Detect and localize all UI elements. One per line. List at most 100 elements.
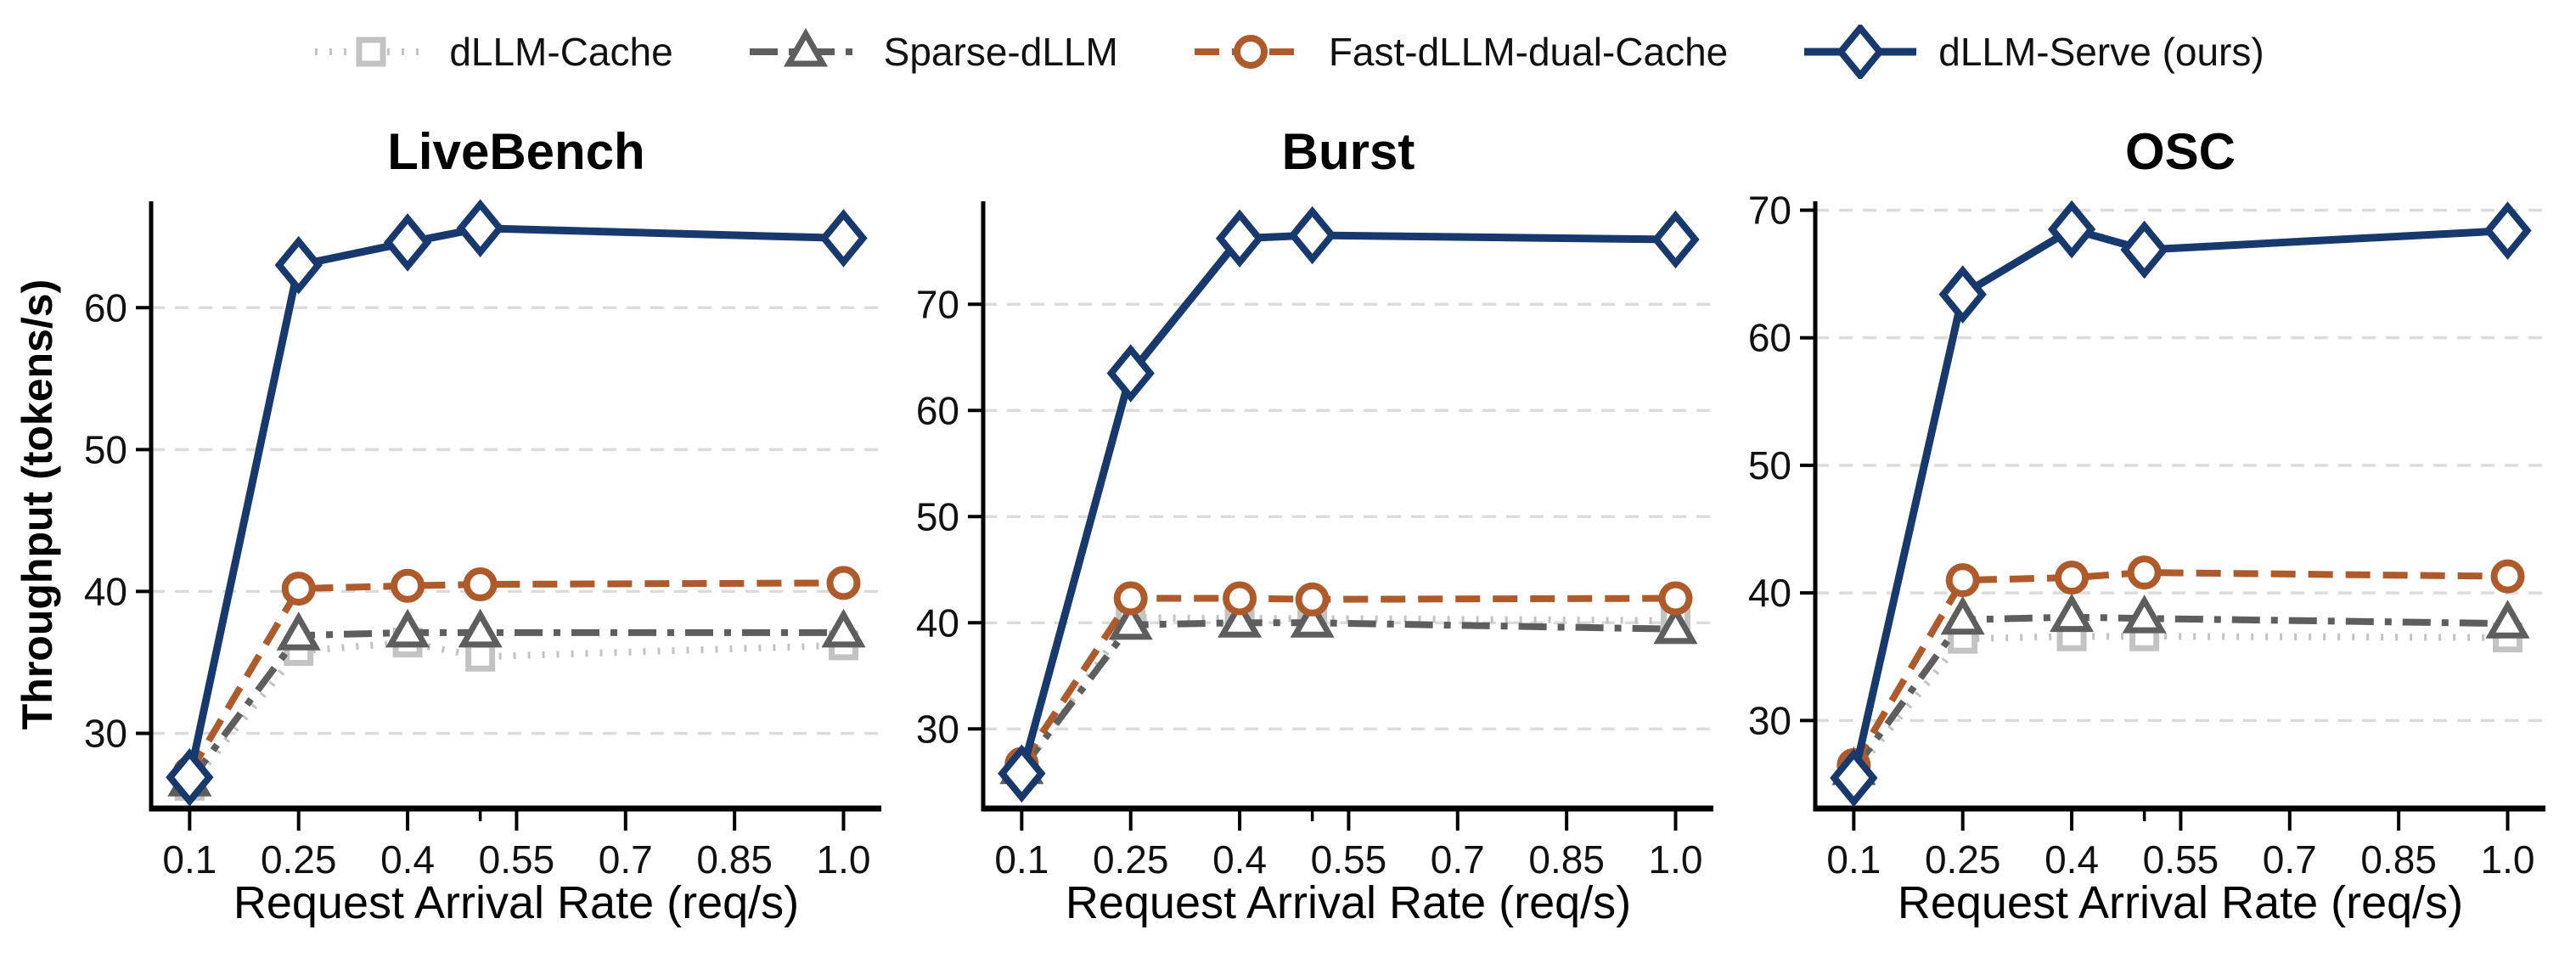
series-line-circle [186, 579, 844, 775]
panel-osc: 30 40 50 60 70 0.1 0.25 0.4 0.55 0.7 0.85 1.0 [1748, 189, 2545, 882]
triangle-marker-icon [2485, 600, 2530, 639]
xlabel-burst: Request Arrival Rate (req/s) [1065, 877, 1632, 928]
diamond-marker-icon [1938, 265, 1987, 324]
x-tick-label: 0.25 [261, 837, 337, 882]
circle-marker-icon [391, 568, 425, 603]
legend-item-fast-dllm-dual-cache: Fast-dLLM-dual-Cache [1191, 25, 1728, 79]
y-tick-label: 30 [916, 707, 959, 751]
triangle-marker-icon [821, 608, 866, 648]
legend-item-sparse-dllm: Sparse-dLLM [746, 25, 1118, 79]
y-tick-label: 30 [84, 711, 127, 755]
diamond-marker-icon [166, 747, 214, 807]
legend-item-dllm-serve: dLLM-Serve (ours) [1801, 25, 2264, 79]
diamond-marker-icon [456, 199, 504, 258]
legend-label: dLLM-Cache [449, 30, 673, 74]
x-tick-label: 0.55 [2143, 837, 2219, 882]
diamond-marker-icon [2483, 201, 2532, 260]
legend: dLLM-Cache Sparse-dLLM Fast-dLLM-dual-Ca… [0, 14, 2576, 90]
circle-marker-icon [1945, 563, 1980, 598]
x-tick-label: 0.7 [2263, 837, 2317, 882]
legend-item-dllm-cache: dLLM-Cache [312, 25, 673, 79]
legend-label: dLLM-Serve (ours) [1938, 30, 2264, 74]
triangle-marker-icon [276, 611, 321, 651]
panel-title-livebench: LiveBench [387, 123, 645, 180]
diamond-marker-icon [2047, 200, 2096, 259]
diamond-marker-icon [1830, 748, 1878, 808]
circle-marker-icon [1113, 581, 1148, 616]
x-tick-label: 0.1 [994, 837, 1049, 882]
series-line-square [1019, 614, 1676, 774]
legend-label: Fast-dLLM-dual-Cache [1328, 30, 1729, 74]
diamond-marker-icon [1836, 25, 1885, 79]
y-tick-label: 70 [916, 282, 959, 326]
x-tick-label: 0.55 [1311, 837, 1387, 882]
x-tick-label: 0.4 [2044, 837, 2099, 882]
triangle-marker-icon [1940, 595, 1985, 635]
x-tick-label: 0.4 [1212, 837, 1267, 882]
circle-marker-icon [2127, 555, 2162, 590]
panel-livebench: 30 40 50 60 0.1 0.25 0.4 0.55 0.7 0.85 1.0 [84, 199, 881, 882]
x-tick-label: 0.55 [479, 837, 555, 882]
y-tick-label: 70 [1748, 189, 1791, 233]
triangle-marker-icon [749, 27, 862, 67]
diamond-marker-icon [1106, 344, 1155, 403]
diamond-marker-icon [1651, 210, 1700, 269]
x-tick-label: 1.0 [2481, 837, 2535, 882]
diamond-marker-icon [1804, 25, 1917, 79]
series-line-diamond [1018, 231, 1676, 775]
diamond-marker-icon [2120, 220, 2168, 279]
diamond-marker-icon [998, 744, 1046, 803]
diamond-marker-icon [383, 213, 432, 272]
circle-marker-icon [1233, 35, 1268, 69]
y-tick-label: 50 [1748, 443, 1791, 487]
circle-marker-icon [1223, 581, 1257, 616]
circle-marker-icon [2490, 559, 2525, 594]
xlabel-osc: Request Arrival Rate (req/s) [1897, 877, 2464, 928]
x-tick-label: 0.4 [380, 837, 435, 882]
x-tick-label: 0.1 [1826, 837, 1881, 882]
circle-marker-icon [826, 566, 861, 600]
diamond-marker-icon [1288, 206, 1336, 265]
circle-marker-icon [2055, 561, 2089, 595]
x-tick-label: 0.85 [696, 837, 773, 882]
triangle-marker-icon [1290, 599, 1335, 638]
triangle-marker-icon [2050, 593, 2095, 633]
series-line-triangle [1019, 619, 1676, 772]
panel-burst: 30 40 50 60 70 0.1 0.25 0.4 0.55 0.7 0.85 1.0 [916, 201, 1713, 882]
x-tick-label: 1.0 [1649, 837, 1703, 882]
y-tick-label: 60 [916, 388, 959, 432]
x-tick-label: 0.85 [2360, 837, 2437, 882]
triangle-marker-icon [1653, 605, 1698, 645]
x-tick-label: 0.85 [1528, 837, 1605, 882]
series-line-square [1851, 633, 2508, 776]
panel-title-burst: Burst [1281, 123, 1415, 180]
series-line-diamond [185, 224, 844, 779]
triangle-marker-icon [783, 27, 828, 67]
square-marker-icon [356, 37, 386, 67]
circle-marker-icon [463, 567, 498, 602]
square-marker-icon [465, 641, 496, 672]
circle-marker-icon [1194, 35, 1307, 69]
y-tick-label: 50 [84, 427, 127, 471]
diamond-marker-icon [1215, 209, 1264, 268]
diamond-marker-icon [274, 235, 323, 295]
circle-marker-icon [281, 572, 316, 606]
triangle-marker-icon [1108, 600, 1153, 640]
y-tick-label: 50 [916, 494, 959, 538]
series-line-diamond [1849, 225, 2508, 779]
y-tick-label: 40 [916, 600, 959, 645]
x-tick-label: 0.7 [1431, 837, 1485, 882]
x-tick-label: 1.0 [817, 837, 871, 882]
triangle-marker-icon [458, 608, 503, 648]
y-tick-label: 60 [84, 285, 127, 330]
square-marker-icon [315, 37, 428, 67]
y-tick-label: 30 [1748, 698, 1791, 742]
triangle-marker-icon [2122, 595, 2167, 634]
x-tick-label: 0.1 [162, 837, 217, 882]
circle-marker-icon [1658, 581, 1693, 616]
x-tick-label: 0.25 [1925, 837, 2001, 882]
y-tick-label: 40 [1748, 571, 1791, 615]
series-line-circle [1850, 569, 2508, 767]
